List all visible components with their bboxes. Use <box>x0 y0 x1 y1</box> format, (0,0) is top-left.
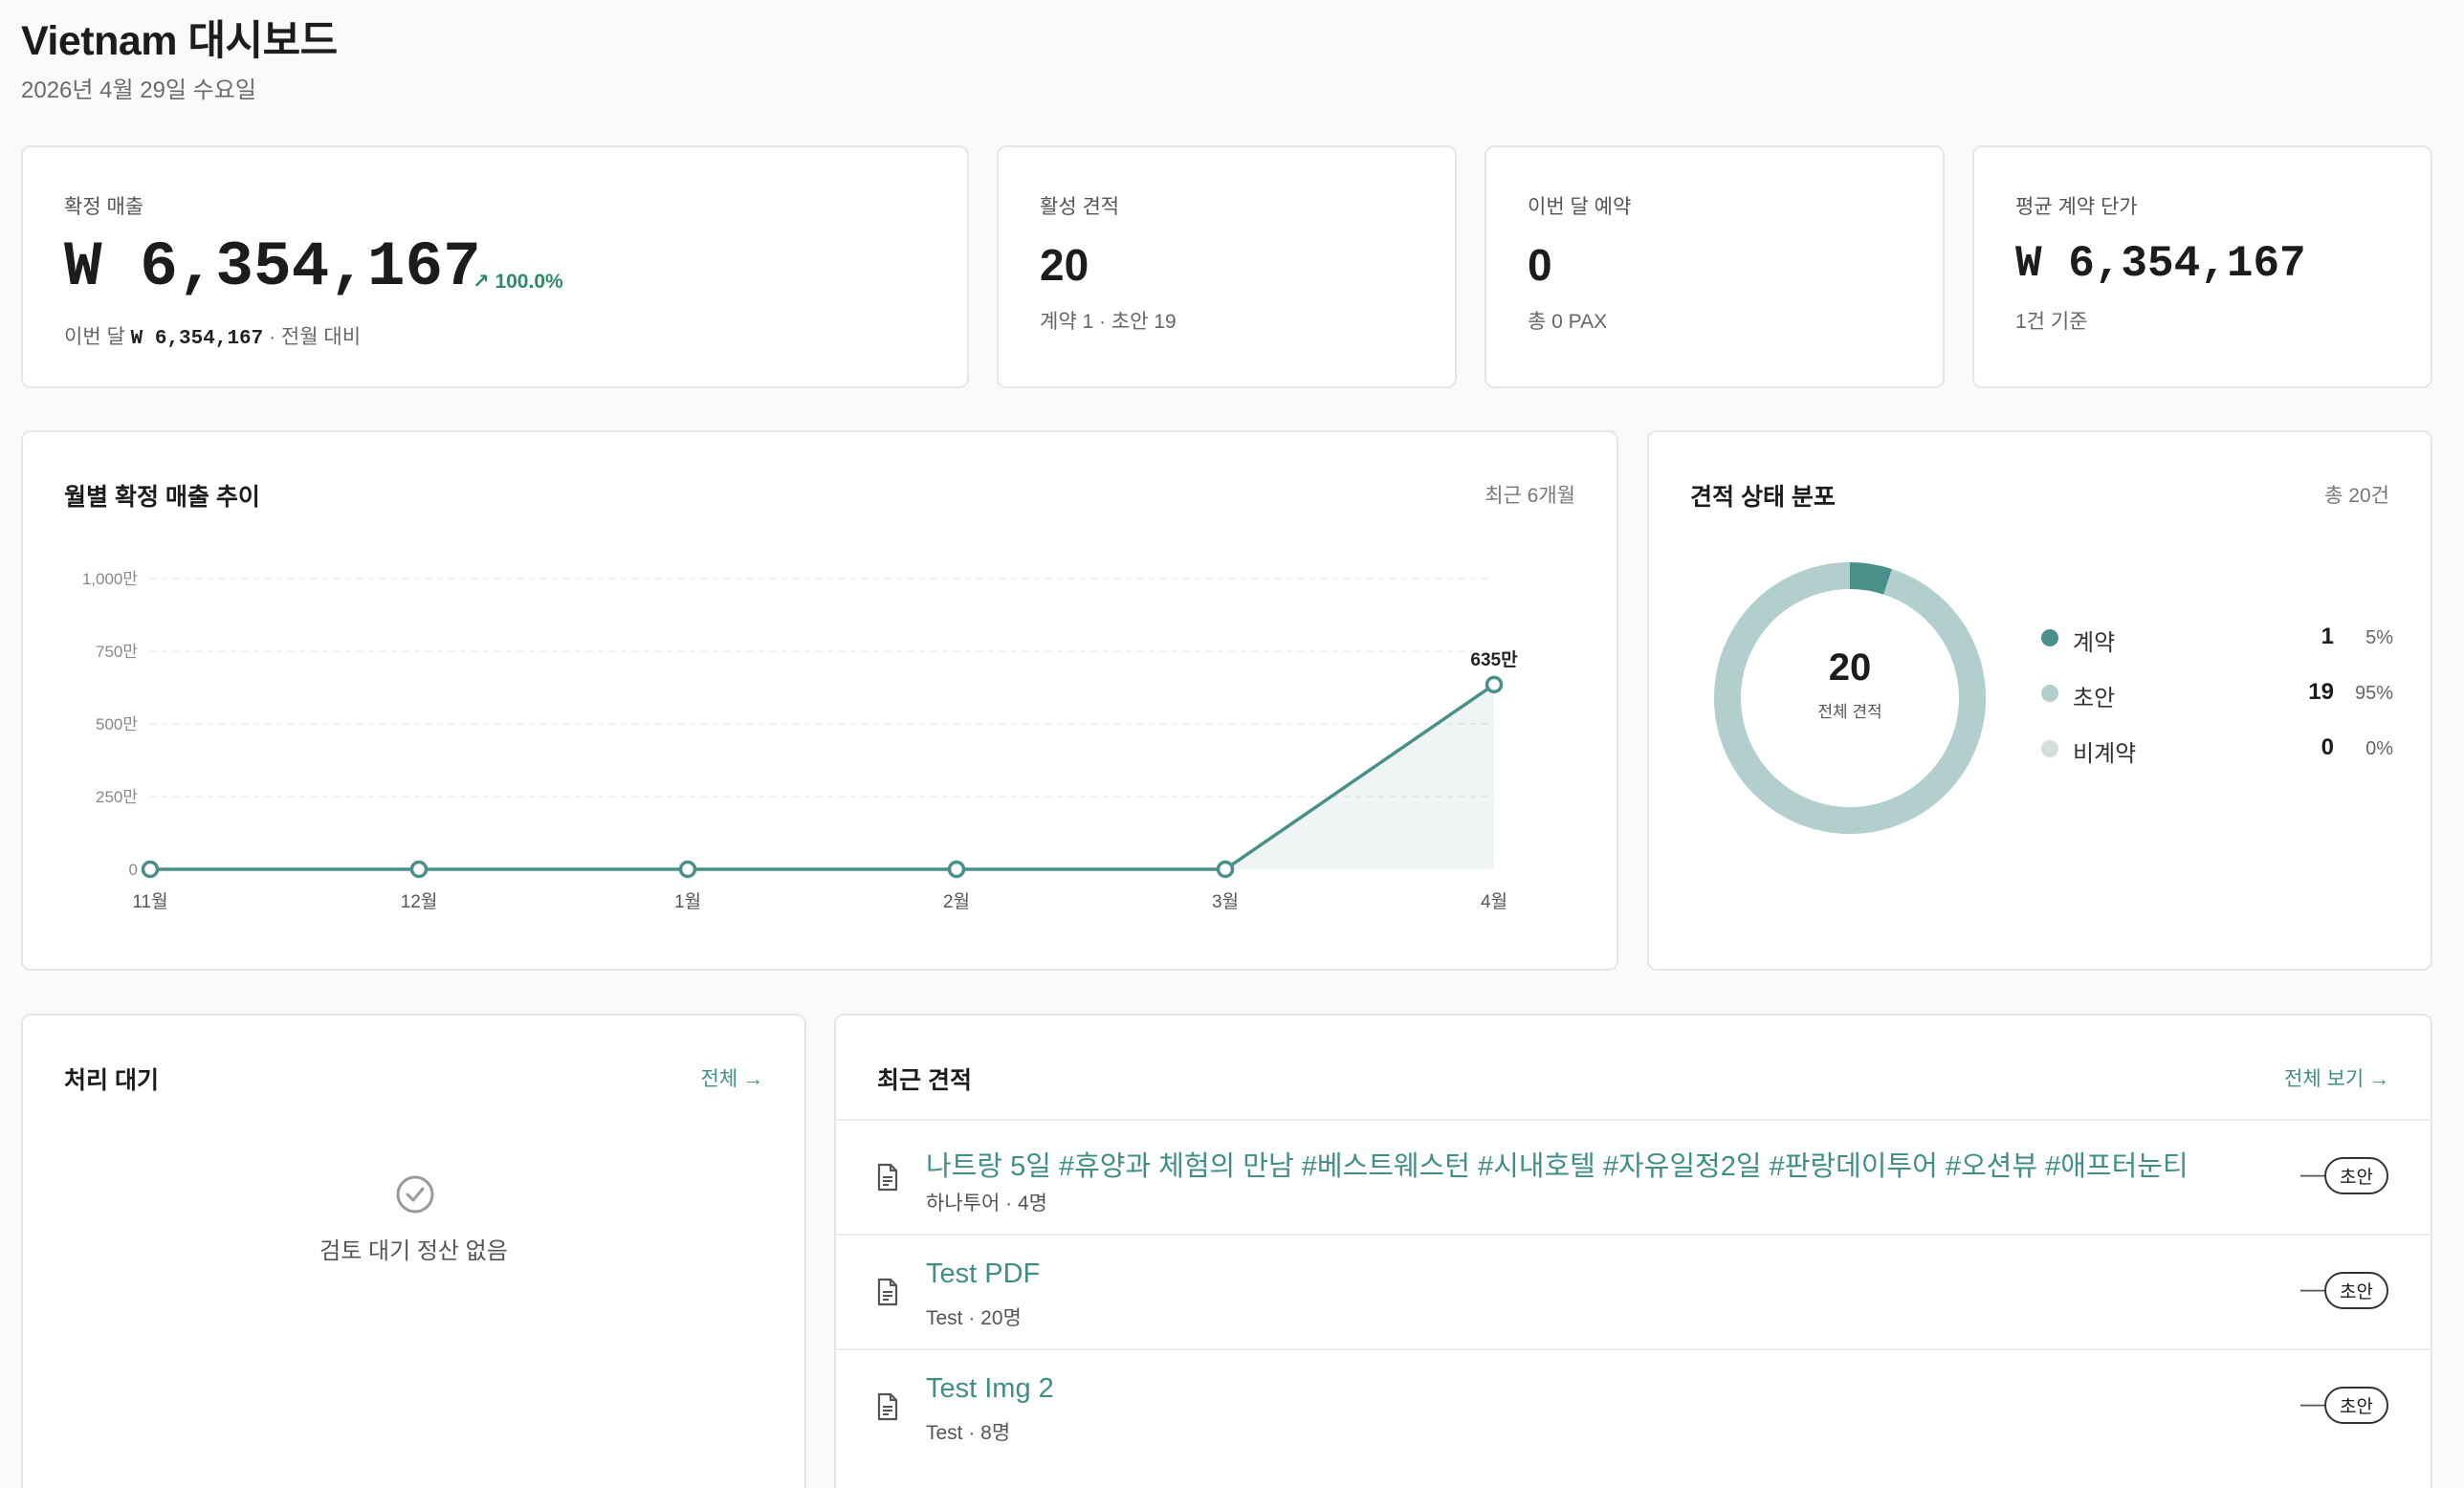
quote-row[interactable]: Test Img 2 Test · 8명 — 초안 <box>836 1348 2431 1463</box>
legend-label: 초안 <box>2073 686 2116 711</box>
kpi-value: 0 <box>1528 240 1552 290</box>
kpi-sub-prefix: 이번 달 <box>64 326 125 348</box>
quote-subtitle: 하나투어 · 4명 <box>926 1193 1047 1214</box>
y-tick-label: 0 <box>129 861 138 879</box>
kpi-label: 평균 계약 단가 <box>2015 196 2138 218</box>
revenue-series-line <box>150 683 1495 871</box>
x-tick-label: 2월 <box>943 891 970 912</box>
status-legend: 계약 1 5% 초안 19 95% 비계약 0 0% <box>2041 620 2393 767</box>
kpi-card-avg-price: 평균 계약 단가 W 6,354,167 1건 기준 <box>1972 145 2432 388</box>
legend-count: 0 <box>2321 734 2334 760</box>
page-title: Vietnam 대시보드 <box>21 18 338 64</box>
legend-count: 19 <box>2308 679 2334 705</box>
kpi-label: 이번 달 예약 <box>1528 196 1632 218</box>
document-icon <box>877 1392 898 1421</box>
donut-slice-1 <box>1714 562 1986 834</box>
revenue-line-chart: 0 250만 500만 750만 1,000만 11월 12월 1월 2월 3월 4월 635만 <box>82 570 1518 912</box>
x-tick-label: 3월 <box>1212 891 1239 912</box>
quote-row[interactable]: Test PDF Test · 20명 — 초안 <box>836 1234 2431 1348</box>
status-chart-title: 견적 상태 분포 <box>1690 484 1836 511</box>
donut-center-value: 20 <box>1828 646 1872 689</box>
pending-view-all-link[interactable]: 전체 → <box>700 1068 763 1090</box>
x-tick-label: 11월 <box>132 891 167 912</box>
legend-dot <box>2041 629 2058 646</box>
recent-view-all-link[interactable]: 전체 보기 → <box>2284 1068 2389 1090</box>
pending-empty-text: 검토 대기 정산 없음 <box>319 1238 508 1264</box>
data-point <box>141 860 160 879</box>
check-circle-icon <box>396 1175 434 1214</box>
kpi-value: W 6,354,167 <box>2015 239 2306 289</box>
kpi-sub: 이번 달 W 6,354,167 · 전월 대비 <box>64 321 361 350</box>
document-icon <box>877 1278 898 1306</box>
kpi-sub: 총 0 PAX <box>1528 311 1608 333</box>
status-badge: 초안 <box>2324 1272 2388 1309</box>
y-tick-label: 500만 <box>96 715 138 733</box>
quote-amount: — <box>2300 1274 2325 1302</box>
quote-subtitle: Test · 8명 <box>926 1422 1011 1444</box>
revenue-chart-meta: 최근 6개월 <box>1485 485 1575 507</box>
quote-title[interactable]: Test PDF <box>926 1258 1041 1289</box>
quote-amount: — <box>2300 1159 2325 1188</box>
kpi-delta: ↗ 100.0% <box>473 270 563 294</box>
legend-item: 비계약 0 0% <box>2041 731 2393 769</box>
data-point <box>409 860 429 879</box>
recent-quotes-card: 최근 견적 전체 보기 → 나트랑 5일 #휴양과 체험의 만남 #베스트웨스턴… <box>834 1014 2432 1488</box>
y-tick-label: 250만 <box>96 788 138 806</box>
data-point <box>678 860 697 879</box>
revenue-area <box>150 684 1494 869</box>
x-tick-label: 12월 <box>401 891 438 912</box>
kpi-card-bookings: 이번 달 예약 0 총 0 PAX <box>1485 145 1945 388</box>
donut-slice-0 <box>1849 562 1892 595</box>
data-label: 635만 <box>1470 649 1518 670</box>
revenue-trend-card: 월별 확정 매출 추이 최근 6개월 0 250만 500만 750만 1,000만 11… <box>21 430 1618 971</box>
legend-dot <box>2041 685 2058 702</box>
pending-title: 처리 대기 <box>64 1067 159 1094</box>
legend-item: 초안 19 95% <box>2041 675 2393 713</box>
y-tick-label: 1,000만 <box>82 570 139 588</box>
y-tick-label: 750만 <box>96 643 138 661</box>
status-badge: 초안 <box>2324 1157 2388 1194</box>
status-chart-meta: 총 20건 <box>2324 485 2389 507</box>
legend-count: 1 <box>2321 624 2334 649</box>
kpi-label: 확정 매출 <box>64 196 144 218</box>
trend-up-icon: ↗ <box>473 271 490 293</box>
kpi-sub: 계약 1 · 초안 19 <box>1040 311 1177 333</box>
kpi-value: 20 <box>1040 240 1089 290</box>
pending-card: 처리 대기 전체 → 검토 대기 정산 없음 <box>21 1014 806 1488</box>
quote-amount: — <box>2300 1389 2325 1417</box>
page-date: 2026년 4월 29일 수요일 <box>21 77 256 103</box>
kpi-value: W 6,354,167 <box>64 231 481 303</box>
recent-title: 최근 견적 <box>877 1067 972 1094</box>
donut-center-label: 전체 견적 <box>1817 703 1882 721</box>
x-tick-label: 4월 <box>1481 891 1507 912</box>
legend-percent: 95% <box>2354 683 2393 704</box>
legend-label: 계약 <box>2073 630 2116 656</box>
status-donut-chart <box>1714 562 1986 834</box>
kpi-sub-suffix: · 전월 대비 <box>269 326 362 348</box>
legend-percent: 0% <box>2365 738 2393 759</box>
kpi-card-revenue: 확정 매출 W 6,354,167 ↗ 100.0% 이번 달 W 6,354,… <box>21 145 969 388</box>
legend-dot <box>2041 740 2058 757</box>
document-icon <box>877 1163 898 1192</box>
legend-percent: 5% <box>2365 627 2393 648</box>
data-point <box>1485 675 1504 694</box>
status-badge: 초안 <box>2324 1387 2388 1424</box>
kpi-sub: 1건 기준 <box>2015 311 2088 333</box>
kpi-sub-value: W 6,354,167 <box>130 328 264 350</box>
quote-row[interactable]: 나트랑 5일 #휴양과 체험의 만남 #베스트웨스턴 #시내호텔 #자유일정2일… <box>836 1119 2431 1234</box>
data-point <box>947 860 966 879</box>
data-point <box>1216 860 1235 879</box>
quote-subtitle: Test · 20명 <box>926 1307 1022 1329</box>
legend-item: 계약 1 5% <box>2041 620 2393 658</box>
revenue-chart-title: 월별 확정 매출 추이 <box>64 484 260 511</box>
quote-title[interactable]: Test Img 2 <box>926 1373 1054 1404</box>
kpi-card-active-quotes: 활성 견적 20 계약 1 · 초안 19 <box>997 145 1457 388</box>
x-tick-label: 1월 <box>674 891 701 912</box>
kpi-label: 활성 견적 <box>1040 196 1120 218</box>
legend-label: 비계약 <box>2073 741 2137 767</box>
quote-title[interactable]: 나트랑 5일 #휴양과 체험의 만남 #베스트웨스턴 #시내호텔 #자유일정2일… <box>926 1151 2189 1182</box>
kpi-delta-value: 100.0% <box>495 271 563 293</box>
quote-status-card: 견적 상태 분포 총 20건 20 전체 견적 계약 1 5% 초안 19 95% 비계약 0… <box>1647 430 2432 971</box>
